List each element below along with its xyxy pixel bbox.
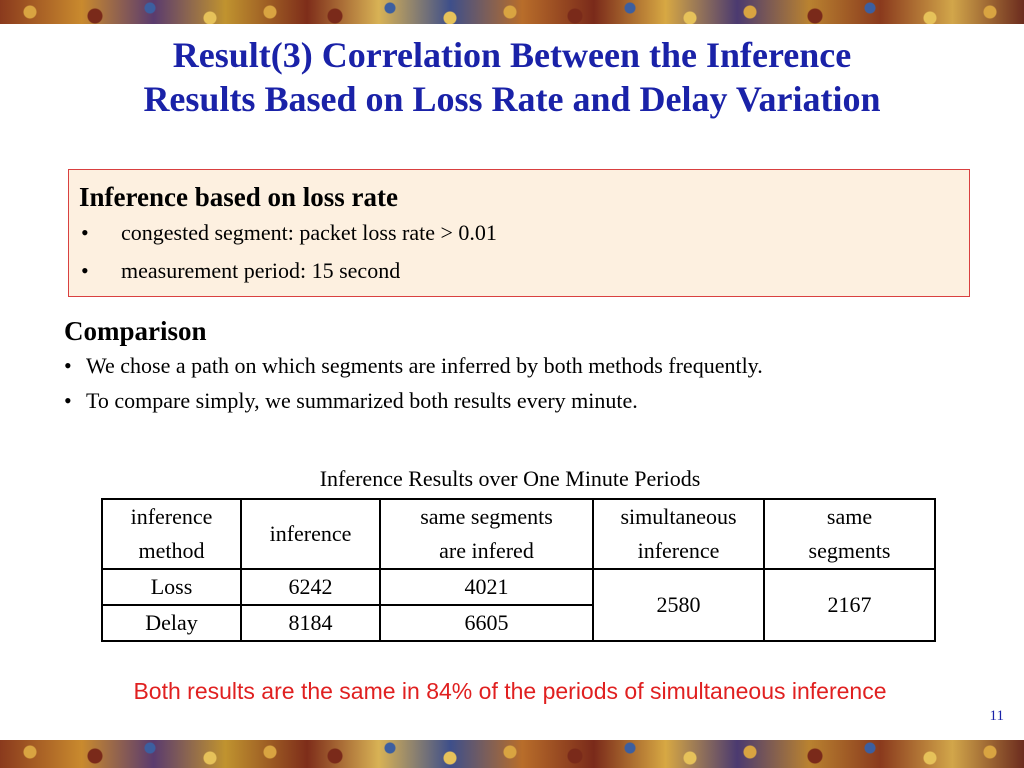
header-inference-method: inference method: [101, 498, 242, 570]
table-caption: Inference Results over One Minute Period…: [319, 466, 701, 491]
decorative-top-band: [0, 0, 1024, 24]
conclusion-note: Both results are the same in 84% of the …: [133, 678, 887, 704]
slide-title-line-2: Results Based on Loss Rate and Delay Var…: [143, 79, 881, 119]
comparison-section: Comparison • We chose a path on which se…: [64, 314, 1004, 418]
bullet-icon: •: [64, 353, 72, 378]
cell-inference: 8184: [240, 604, 381, 642]
box-item: • measurement period: 15 second: [79, 252, 959, 290]
loss-rate-inference-box: Inference based on loss rate • congested…: [68, 169, 970, 297]
comparison-item-text: To compare simply, we summarized both re…: [86, 388, 638, 413]
cell-simultaneous-inference: 2580: [592, 568, 765, 642]
slide-title-line-1: Result(3) Correlation Between the Infere…: [172, 35, 852, 75]
comparison-heading: Comparison: [64, 316, 207, 346]
cell-same-segments: 6605: [379, 604, 594, 642]
slide-title: Result(3) Correlation Between the Infere…: [0, 33, 1024, 121]
cell-method: Loss: [101, 568, 242, 606]
cell-same-segments: 4021: [379, 568, 594, 606]
box-item: • congested segment: packet loss rate > …: [79, 214, 959, 252]
box-item-text: measurement period: 15 second: [121, 258, 401, 283]
bullet-icon: •: [81, 258, 89, 283]
bullet-icon: •: [81, 220, 89, 245]
header-simultaneous-inference: simultaneous inference: [592, 498, 765, 570]
box-item-text: congested segment: packet loss rate > 0.…: [121, 220, 497, 245]
box-heading: Inference based on loss rate: [79, 182, 398, 212]
table-row: Loss 6242 4021 2580 2167: [101, 568, 936, 642]
table-header-row: inference method inference same segments…: [101, 498, 936, 570]
slide-number: 11: [989, 708, 1004, 724]
inference-results-table: inference method inference same segments…: [101, 498, 936, 642]
comparison-item: • We chose a path on which segments are …: [64, 348, 1004, 383]
header-inference: inference: [240, 498, 381, 570]
header-same-segments-infered: same segments are infered: [379, 498, 594, 570]
comparison-item-text: We chose a path on which segments are in…: [86, 353, 763, 378]
comparison-item: • To compare simply, we summarized both …: [64, 383, 1004, 418]
bullet-icon: •: [64, 388, 72, 413]
cell-method: Delay: [101, 604, 242, 642]
table-row: Delay 8184 6605: [101, 604, 935, 642]
header-same-segments: same segments: [763, 498, 936, 570]
decorative-bottom-band: [0, 740, 1024, 768]
cell-same-segments-total: 2167: [763, 568, 936, 642]
cell-inference: 6242: [240, 568, 381, 606]
